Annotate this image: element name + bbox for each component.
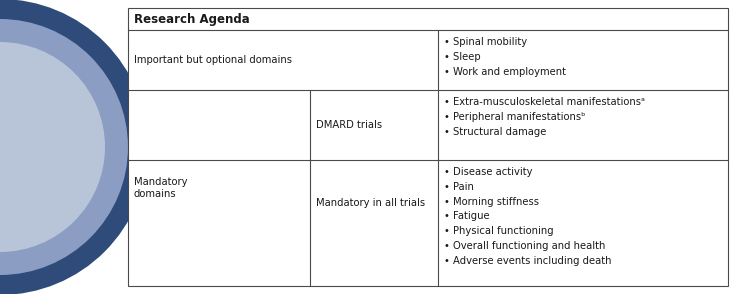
Bar xyxy=(128,0,735,294)
Text: Mandatory
domains: Mandatory domains xyxy=(134,177,187,199)
Text: DMARD trials: DMARD trials xyxy=(316,120,382,130)
Text: • Spinal mobility
• Sleep
• Work and employment: • Spinal mobility • Sleep • Work and emp… xyxy=(444,37,566,77)
Text: • Disease activity
• Pain
• Morning stiffness
• Fatigue
• Physical functioning
•: • Disease activity • Pain • Morning stif… xyxy=(444,167,612,266)
Bar xyxy=(128,8,728,286)
Text: • Extra-musculoskeletal manifestationsᵃ
• Peripheral manifestationsᵇ
• Structura: • Extra-musculoskeletal manifestationsᵃ … xyxy=(444,97,645,137)
Text: Important but optional domains: Important but optional domains xyxy=(134,55,292,65)
Wedge shape xyxy=(0,42,105,252)
Wedge shape xyxy=(0,0,148,294)
Text: Research Agenda: Research Agenda xyxy=(134,13,250,26)
Text: Mandatory in all trials: Mandatory in all trials xyxy=(316,198,425,208)
Wedge shape xyxy=(0,19,128,275)
